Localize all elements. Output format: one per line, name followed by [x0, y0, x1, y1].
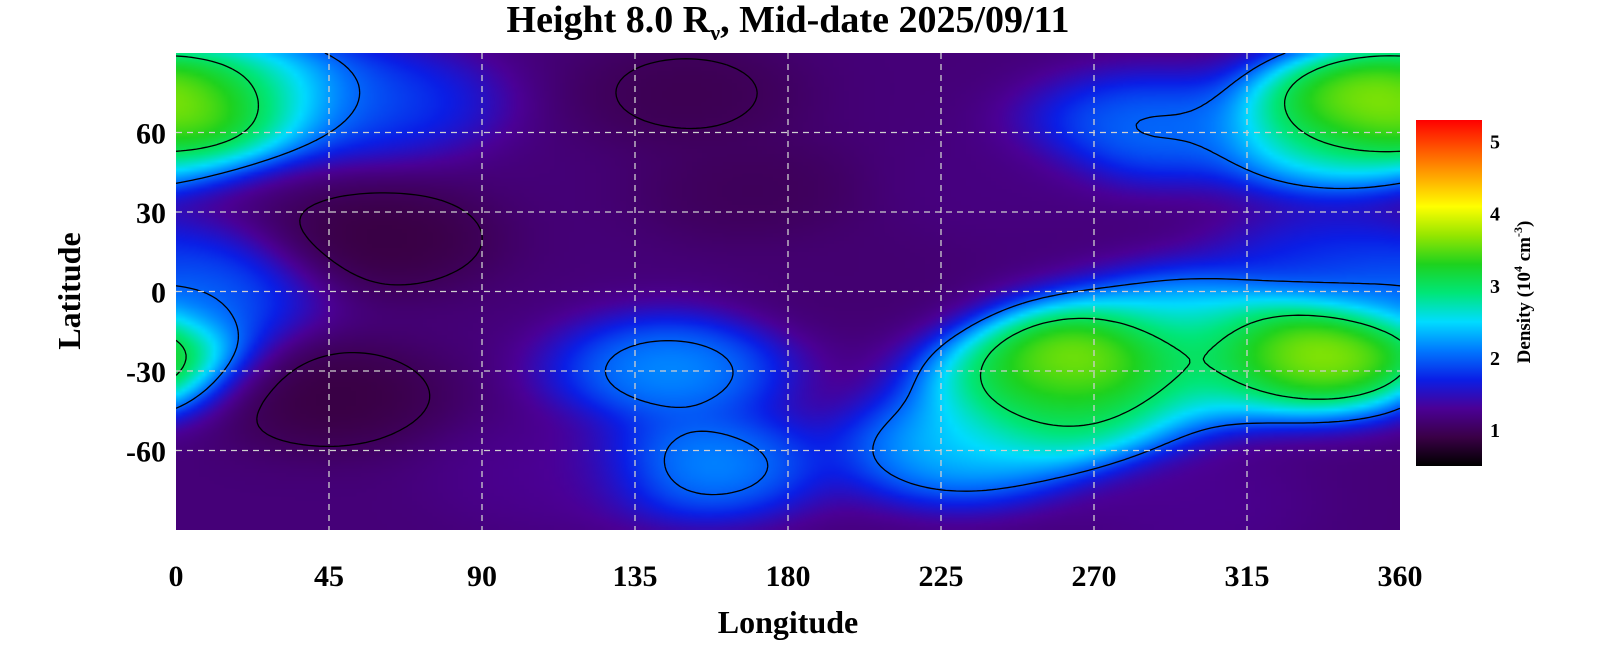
y-tick-labels: 60 30 0 -30 -60	[126, 118, 166, 469]
y-tick-label: 60	[136, 118, 166, 151]
colorbar-tick-label: 5	[1490, 132, 1500, 154]
colorbar-gradient	[1416, 120, 1482, 466]
colorbar-tick-label: 2	[1490, 348, 1500, 370]
x-tick-label: 0	[169, 560, 184, 593]
y-tick-label: -60	[126, 436, 166, 469]
contour-level-2	[176, 53, 1400, 496]
colorbar-tick-label: 1	[1490, 420, 1500, 442]
contour-level-3	[176, 55, 1400, 427]
y-tick-label: 30	[136, 197, 166, 230]
y-tick-label: -30	[126, 356, 166, 389]
colorbar-title: Density (104 cm-3)	[1511, 221, 1535, 364]
colorbar-tick-label: 4	[1490, 204, 1500, 226]
chart-title: Height 8.0 Rν, Mid-date 2025/09/11	[507, 0, 1070, 45]
colorbar: 1 2 3 4 5 Density (104 cm-3)	[1416, 120, 1535, 466]
colorbar-tick-labels: 1 2 3 4 5	[1490, 132, 1500, 442]
x-tick-label: 360	[1378, 560, 1423, 593]
y-tick-label: 0	[151, 277, 166, 310]
x-tick-label: 135	[613, 560, 658, 593]
contour-lines	[176, 53, 1400, 496]
x-tick-label: 225	[919, 560, 964, 593]
x-tick-label: 180	[766, 560, 811, 593]
x-axis-title: Longitude	[718, 604, 858, 640]
x-tick-label: 90	[467, 560, 497, 593]
x-tick-label: 315	[1225, 560, 1270, 593]
x-tick-label: 45	[314, 560, 344, 593]
y-axis-title: Latitude	[51, 232, 87, 349]
x-tick-labels: 0 45 90 135 180 225 270 315 360	[169, 560, 1423, 593]
x-tick-label: 270	[1072, 560, 1117, 593]
contour-level-1	[256, 58, 758, 448]
grid-lines	[176, 53, 1400, 530]
title-subscript: ν	[709, 20, 720, 45]
colorbar-tick-label: 3	[1490, 276, 1500, 298]
